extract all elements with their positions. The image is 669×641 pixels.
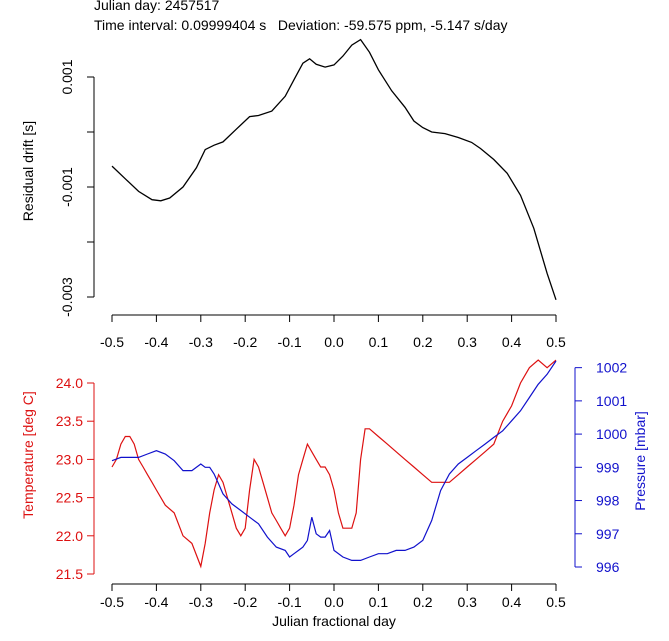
bottom-x-tick-label: -0.4 bbox=[144, 594, 168, 610]
top-x-tick-label: -0.4 bbox=[144, 334, 168, 350]
top-x-tick-label: 0.1 bbox=[369, 334, 389, 350]
temperature-tick-label: 23.5 bbox=[56, 413, 83, 429]
bottom-x-axis-label: Julian fractional day bbox=[272, 613, 396, 629]
top-y-tick-label: -0.001 bbox=[59, 167, 75, 207]
pressure-line bbox=[111, 360, 557, 562]
pressure-tick-label: 997 bbox=[596, 526, 620, 542]
bottom-x-tick-label: -0.1 bbox=[278, 594, 302, 610]
pressure-tick-label: 999 bbox=[596, 459, 620, 475]
top-x-tick-label: -0.1 bbox=[278, 334, 302, 350]
pressure-tick-label: 996 bbox=[596, 559, 620, 575]
bottom-x-tick-label: 0.4 bbox=[502, 594, 522, 610]
top-x-tick-label: 0.2 bbox=[413, 334, 433, 350]
temperature-tick-label: 24.0 bbox=[56, 375, 83, 391]
bottom-x-tick-label: 0.0 bbox=[324, 594, 344, 610]
top-x-tick-label: -0.5 bbox=[100, 334, 124, 350]
bottom-x-tick-label: 0.3 bbox=[457, 594, 477, 610]
bottom-x-tick-label: -0.3 bbox=[189, 594, 213, 610]
top-x-tick-label: -0.2 bbox=[233, 334, 257, 350]
bottom-x-tick-label: 0.2 bbox=[413, 594, 433, 610]
drift-line bbox=[111, 38, 557, 301]
pressure-tick-label: 1001 bbox=[596, 393, 627, 409]
bottom-x-tick-label: 0.5 bbox=[546, 594, 566, 610]
temperature-axis-label: Temperature [deg C] bbox=[20, 391, 36, 519]
top-x-tick-label: -0.3 bbox=[189, 334, 213, 350]
bottom-x-tick-label: -0.5 bbox=[100, 594, 124, 610]
chart-header-interval: Time interval: 0.09999404 s Deviation: -… bbox=[94, 17, 508, 33]
pressure-tick-label: 1002 bbox=[596, 360, 627, 376]
top-y-axis-label: Residual drift [s] bbox=[20, 121, 36, 221]
temperature-tick-label: 22.5 bbox=[56, 490, 83, 506]
top-y-tick-label: -0.003 bbox=[59, 277, 75, 317]
temperature-tick-label: 23.0 bbox=[56, 451, 83, 467]
chart-header-julian-day: Julian day: 2457517 bbox=[94, 0, 220, 13]
pressure-tick-label: 998 bbox=[596, 493, 620, 509]
temperature-tick-label: 22.0 bbox=[56, 528, 83, 544]
pressure-axis-label: Pressure [mbar] bbox=[632, 411, 648, 511]
temperature-line bbox=[111, 359, 557, 569]
top-x-tick-label: 0.3 bbox=[457, 334, 477, 350]
pressure-tick-label: 1000 bbox=[596, 426, 627, 442]
top-x-tick-label: 0.4 bbox=[502, 334, 522, 350]
top-y-tick-label: 0.001 bbox=[59, 59, 75, 94]
top-x-tick-label: 0.5 bbox=[546, 334, 566, 350]
top-x-tick-label: 0.0 bbox=[324, 334, 344, 350]
temperature-tick-label: 21.5 bbox=[56, 566, 83, 582]
bottom-x-tick-label: 0.1 bbox=[369, 594, 389, 610]
bottom-x-tick-label: -0.2 bbox=[233, 594, 257, 610]
